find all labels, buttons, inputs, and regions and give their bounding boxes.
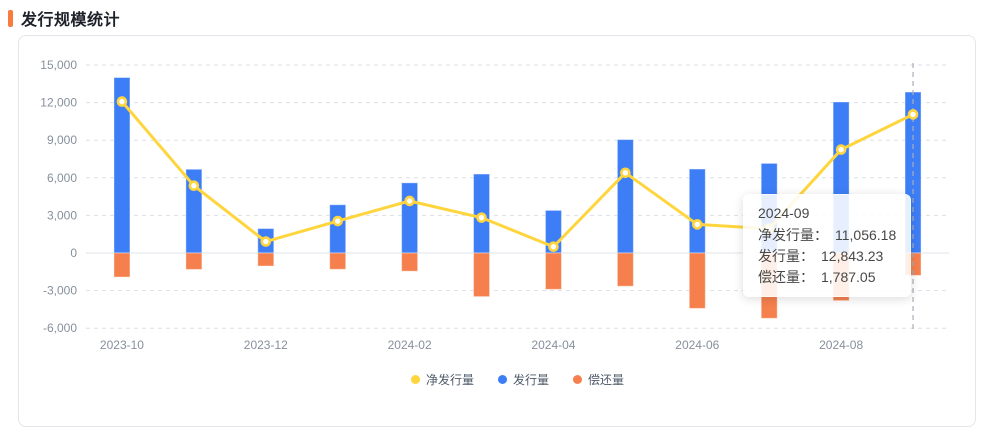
repayment-bar-2023-11[interactable] bbox=[185, 252, 203, 270]
net-issuance-point-2024-01[interactable] bbox=[332, 215, 344, 227]
legend-item-issuance[interactable]: 发行量 bbox=[497, 371, 549, 388]
tooltip-row: 偿还量： 1,787.05 bbox=[758, 267, 896, 288]
y-tick-label: -3,000 bbox=[43, 284, 77, 298]
issuance-bar-2024-01[interactable] bbox=[329, 204, 347, 254]
legend-dot-net-issuance bbox=[410, 375, 420, 384]
y-tick-label: 3,000 bbox=[47, 208, 77, 222]
x-tick-label: 2024-02 bbox=[388, 338, 432, 352]
net-issuance-point-2024-05[interactable] bbox=[620, 167, 631, 179]
tooltip-row: 发行量： 12,843.23 bbox=[758, 246, 896, 267]
net-issuance-point-2024-04[interactable] bbox=[548, 241, 559, 253]
net-issuance-point-2024-03[interactable] bbox=[476, 212, 487, 223]
repayment-bar-2024-05[interactable] bbox=[616, 252, 634, 287]
repayment-bar-2024-04[interactable] bbox=[544, 252, 562, 290]
x-tick-label: 2023-12 bbox=[244, 338, 288, 352]
x-tick-label: 2024-06 bbox=[675, 338, 719, 352]
issuance-bar-2024-05[interactable] bbox=[616, 139, 634, 254]
chart-tooltip: 2024-09 净发行量： 11,056.18 发行量： 12,843.23 偿还量： 1… bbox=[743, 194, 912, 297]
y-tick-label: 15,000 bbox=[40, 58, 77, 72]
net-issuance-point-2024-09[interactable] bbox=[907, 109, 919, 120]
repayment-bar-2024-01[interactable] bbox=[329, 252, 347, 270]
repayment-bar-2023-10[interactable] bbox=[113, 252, 131, 278]
x-tick-label: 2024-08 bbox=[819, 338, 863, 352]
y-tick-label: 0 bbox=[70, 246, 77, 260]
net-issuance-point-2023-12[interactable] bbox=[260, 236, 272, 247]
tooltip-title: 2024-09 bbox=[758, 205, 810, 221]
legend-label: 发行量 bbox=[512, 373, 549, 387]
net-issuance-point-2023-10[interactable] bbox=[116, 96, 128, 107]
net-issuance-point-2024-06[interactable] bbox=[691, 219, 703, 230]
tooltip-row-value: 12,843.23 bbox=[821, 248, 884, 264]
legend-item-net-issuance[interactable]: 净发行量 bbox=[410, 371, 474, 388]
tooltip-row-value: 1,787.05 bbox=[821, 269, 876, 285]
tooltip-row-label: 偿还量： bbox=[758, 269, 814, 285]
legend-label: 偿还量 bbox=[588, 373, 625, 387]
repayment-bar-2023-12[interactable] bbox=[257, 252, 275, 267]
legend-label: 净发行量 bbox=[425, 373, 474, 387]
net-issuance-point-2023-11[interactable] bbox=[188, 180, 200, 191]
tooltip-rows: 净发行量： 11,056.18 发行量： 12,843.23 偿还量： 1,787.05 bbox=[758, 225, 896, 288]
section-header: 发行规模统计 bbox=[8, 8, 121, 29]
section-title: 发行规模统计 bbox=[21, 12, 121, 29]
tooltip-row-label: 发行量： bbox=[758, 248, 814, 264]
title-accent-bar bbox=[8, 9, 13, 27]
y-tick-label: 9,000 bbox=[47, 133, 77, 147]
repayment-bar-2024-02[interactable] bbox=[401, 252, 419, 272]
legend-item-repayment[interactable]: 偿还量 bbox=[573, 371, 624, 388]
y-tick-label: 12,000 bbox=[40, 96, 77, 110]
legend-dot-issuance bbox=[497, 375, 507, 384]
issuance-bar-2024-06[interactable] bbox=[688, 168, 706, 254]
y-tick-label: 6,000 bbox=[47, 171, 77, 185]
repayment-bar-2024-06[interactable] bbox=[688, 252, 706, 309]
chart-legend: 净发行量 发行量 偿还量 bbox=[86, 371, 949, 388]
issuance-scale-chart[interactable]: 15,000 12,000 9,000 6,000 3,000 0 -3,000 -6,000… bbox=[19, 36, 973, 424]
tooltip-row: 净发行量： 11,056.18 bbox=[758, 225, 896, 246]
tooltip-row-label: 净发行量： bbox=[758, 227, 828, 243]
net-issuance-point-2024-02[interactable] bbox=[404, 195, 415, 207]
x-tick-label: 2024-04 bbox=[531, 338, 575, 352]
net-issuance-point-2024-08[interactable] bbox=[835, 144, 847, 155]
y-tick-label: -6,000 bbox=[43, 321, 77, 335]
issuance-bar-2024-02[interactable] bbox=[401, 182, 419, 254]
legend-dot-repayment bbox=[573, 375, 582, 384]
chart-card: 15,000 12,000 9,000 6,000 3,000 0 -3,000 -6,000… bbox=[18, 35, 976, 427]
tooltip-row-value: 11,056.18 bbox=[835, 227, 897, 243]
x-tick-label: 2023-10 bbox=[100, 338, 144, 352]
repayment-bar-2024-03[interactable] bbox=[473, 252, 491, 298]
